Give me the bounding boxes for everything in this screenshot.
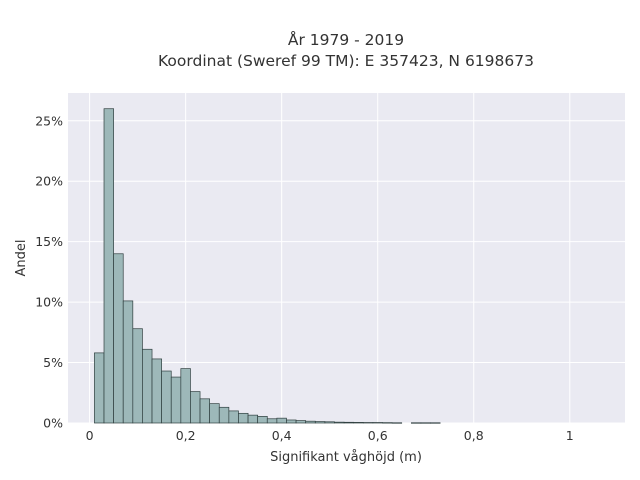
histogram-bar [362, 422, 374, 424]
y-tick-label: 25% [35, 113, 63, 128]
histogram-bar [372, 422, 383, 424]
x-tick-label: 1 [566, 428, 574, 443]
histogram-bar [343, 421, 355, 424]
chart-title-line-2: Koordinat (Sweref 99 TM): E 357423, N 61… [158, 52, 534, 70]
histogram-bar [430, 422, 441, 424]
y-tick-labels: 0% 5% 10% 15% 20% 25% [35, 113, 63, 430]
x-axis-label: Signifikant våghöjd (m) [270, 450, 422, 465]
x-tick-label: 0,2 [176, 428, 196, 443]
histogram-bar [286, 419, 297, 424]
histogram-bar [305, 420, 316, 424]
x-tick-label: 0,6 [368, 428, 388, 443]
y-tick-label: 15% [35, 234, 63, 249]
x-tick-label: 0,8 [464, 428, 484, 443]
histogram-bar [132, 328, 143, 424]
histogram-bar [257, 416, 268, 424]
histogram-bar [247, 414, 259, 424]
y-tick-label: 5% [43, 355, 63, 370]
histogram-bar [122, 300, 134, 424]
histogram-bar [228, 410, 239, 424]
histogram-bar [209, 403, 220, 424]
histogram-bar [170, 376, 182, 424]
chart-title-line-1: År 1979 - 2019 [288, 30, 404, 49]
histogram-bars [94, 108, 441, 424]
y-tick-label: 20% [35, 174, 63, 189]
histogram-bar [180, 368, 191, 424]
histogram-bar [161, 370, 172, 424]
histogram-bar [334, 421, 345, 424]
histogram-bar [103, 108, 114, 424]
y-tick-label: 10% [35, 295, 63, 310]
histogram-bar [266, 418, 278, 424]
histogram-bar [142, 348, 153, 424]
y-axis-label: Andel [14, 240, 29, 277]
histogram-bar [391, 422, 403, 424]
histogram-bar [218, 406, 230, 424]
x-tick-label: 0,4 [272, 428, 292, 443]
histogram-bar [353, 422, 364, 424]
histogram-bar [295, 420, 307, 424]
x-tick-labels: 0 0,2 0,4 0,6 0,8 1 [86, 428, 574, 443]
histogram-bar [324, 421, 335, 424]
histogram-bar [420, 422, 431, 424]
histogram-bar [382, 422, 393, 424]
histogram-bar [190, 391, 201, 424]
histogram-bar [199, 398, 211, 424]
histogram-bar [410, 422, 422, 424]
histogram-bar [276, 417, 287, 424]
x-tick-label: 0 [86, 428, 94, 443]
y-tick-label: 0% [43, 416, 63, 431]
histogram-bar [238, 412, 249, 424]
histogram-bar [151, 358, 162, 424]
histogram-bar [94, 352, 105, 424]
histogram-bar [113, 253, 124, 424]
histogram-bar [314, 421, 326, 424]
